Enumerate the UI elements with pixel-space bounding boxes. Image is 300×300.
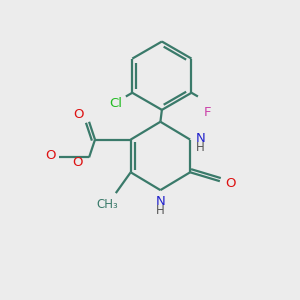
Text: CH₃: CH₃ — [96, 198, 118, 211]
Text: H: H — [196, 140, 205, 154]
Text: N: N — [155, 195, 165, 208]
Text: N: N — [196, 132, 206, 145]
Text: F: F — [204, 106, 212, 119]
Text: O: O — [226, 177, 236, 190]
Text: O: O — [72, 156, 83, 169]
Text: H: H — [156, 203, 165, 217]
Text: Cl: Cl — [109, 98, 122, 110]
Text: O: O — [45, 149, 56, 162]
Text: O: O — [74, 108, 84, 122]
